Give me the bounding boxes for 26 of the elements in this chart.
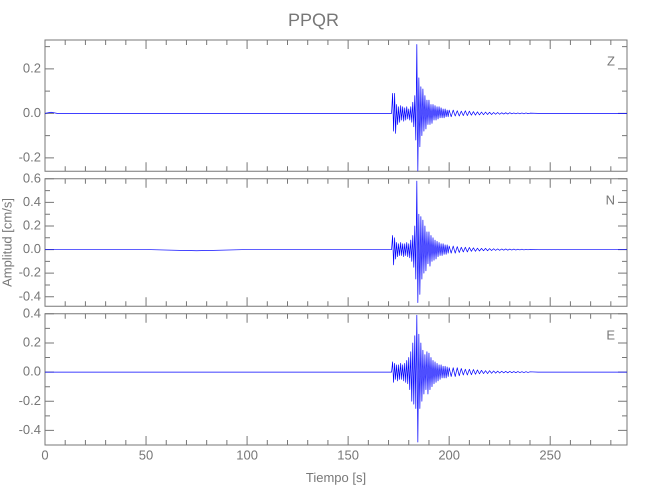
y-tick-label: -0.4 xyxy=(18,422,41,437)
y-tick-label: -0.4 xyxy=(18,288,41,304)
y-tick-label: -0.2 xyxy=(18,149,41,164)
x-tick-label: 100 xyxy=(236,447,258,462)
x-tick-label: 0 xyxy=(41,447,49,462)
y-tick-label: 0.0 xyxy=(22,104,41,120)
y-tick-label: 0.2 xyxy=(22,334,41,350)
x-tick-label: 150 xyxy=(337,447,359,462)
chart-title: PPQR xyxy=(288,10,340,30)
text: N xyxy=(606,192,615,208)
y-tick-label: 0.4 xyxy=(22,194,41,209)
x-tick-label: 200 xyxy=(438,447,460,462)
text: E xyxy=(606,327,616,342)
x-tick-label: 250 xyxy=(539,447,562,462)
y-tick-label: 0.0 xyxy=(22,364,41,379)
y-tick-label: 0.2 xyxy=(22,60,41,76)
text: Z xyxy=(607,54,616,69)
y-tick-label: 0.4 xyxy=(22,305,41,320)
y-tick-label: 0.0 xyxy=(22,241,41,256)
x-tick-label: 50 xyxy=(138,447,154,462)
x-axis-title: Tiempo [s] xyxy=(306,470,366,485)
y-tick-label: -0.2 xyxy=(18,264,41,280)
y-tick-label: -0.2 xyxy=(18,392,41,408)
y-axis-title: Amplitud [cm/s] xyxy=(0,198,14,287)
y-tick-label: 0.2 xyxy=(22,218,41,233)
y-tick-label: 0.6 xyxy=(22,170,41,186)
